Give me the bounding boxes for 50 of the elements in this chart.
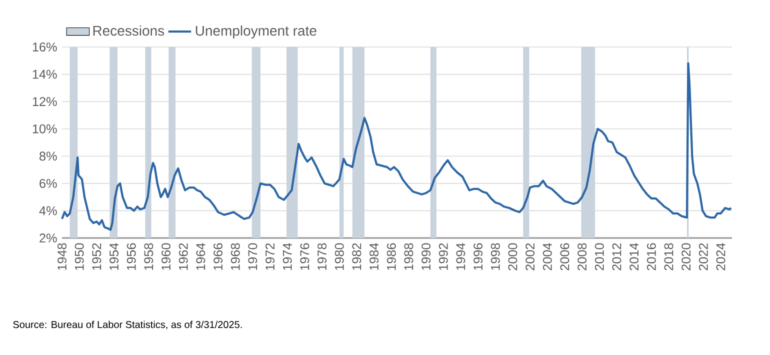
x-tick-label: 1970 — [248, 243, 258, 270]
x-tick-label: 2022 — [698, 243, 708, 270]
x-tick-label: 1988 — [404, 243, 414, 270]
x-tick-label: 1986 — [386, 243, 396, 270]
y-tick-label: 4% — [39, 206, 57, 216]
x-tick-label: 1994 — [456, 243, 466, 270]
x-tick-label: 1962 — [178, 243, 188, 270]
x-tick-label: 2018 — [664, 243, 674, 270]
y-tick-label: 2% — [40, 234, 57, 242]
y-tick-label: 12% — [32, 97, 57, 106]
x-tick-label: 1968 — [230, 243, 240, 270]
x-tick-label: 1966 — [214, 243, 223, 270]
x-tick-label: 2020 — [682, 243, 691, 270]
x-tick-label: 1954 — [110, 243, 118, 270]
x-tick-label: 1958 — [144, 243, 154, 270]
x-tick-label: 1974 — [282, 243, 292, 270]
x-tick-label: 2000 — [508, 243, 518, 270]
x-tick-label: 1950 — [74, 243, 84, 270]
x-tick-label: 1960 — [162, 243, 171, 270]
x-tick-label: 1952 — [92, 243, 102, 270]
x-tick-label: 2004 — [542, 243, 552, 270]
x-tick-label: 1978 — [318, 243, 327, 270]
x-tick-label: 2024 — [716, 243, 726, 270]
x-tick-label: 1998 — [490, 243, 500, 270]
x-tick-label: 1992 — [438, 243, 448, 270]
x-tick-label: 2012 — [612, 243, 622, 270]
x-tick-label: 1948 — [58, 243, 66, 270]
y-tick-label: 14% — [32, 70, 57, 79]
legend-label: Unemployment rate — [196, 25, 316, 38]
x-tick-label: 1984 — [370, 243, 379, 270]
x-tick-label: 1980 — [334, 243, 344, 270]
x-tick-label: 2010 — [594, 243, 604, 270]
x-tick-label: 1956 — [126, 243, 136, 270]
x-tick-label: 2008 — [578, 243, 587, 270]
x-tick-label: 1964 — [196, 243, 206, 270]
x-tick-label: 1972 — [266, 243, 275, 270]
x-tick-label: 1990 — [422, 243, 431, 270]
x-tick-label: 1982 — [352, 243, 362, 270]
source-note: Source: Bureau of Labor Statistics, as of 3/31/2025. — [13, 320, 242, 330]
legend-label: Recessions — [93, 25, 164, 36]
y-tick-label: 8% — [40, 152, 57, 161]
x-tick-label: 2006 — [560, 243, 570, 270]
x-tick-label: 1976 — [300, 243, 310, 270]
x-tick-label: 1996 — [474, 243, 483, 270]
y-tick-label: 10% — [32, 124, 57, 134]
x-tick-label: 2002 — [526, 243, 535, 270]
y-tick-label: 16% — [32, 42, 57, 52]
y-tick-label: 6% — [40, 178, 57, 188]
x-tick-label: 2014 — [630, 243, 639, 270]
x-tick-label: 2016 — [646, 243, 656, 270]
